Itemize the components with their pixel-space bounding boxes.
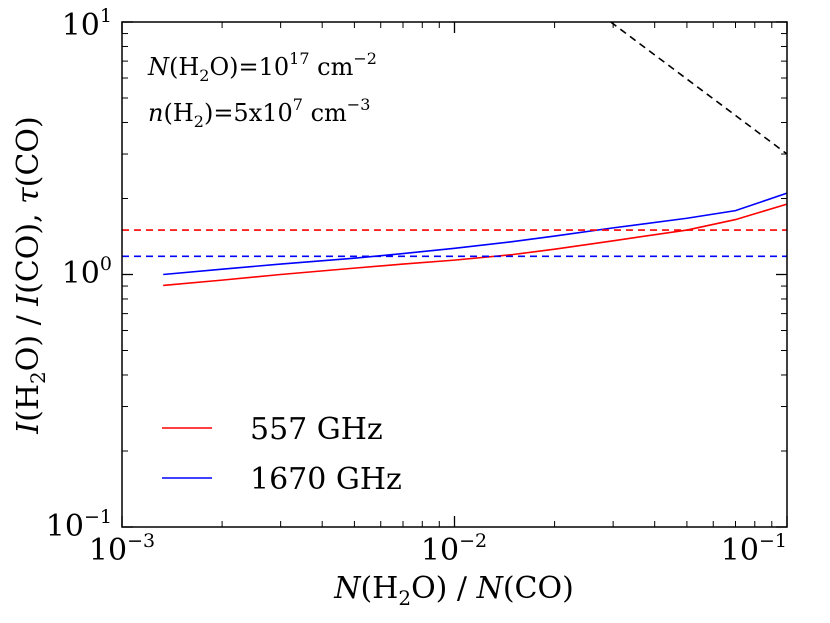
- series-557ghz-line: [163, 203, 788, 287]
- series-1670ghz-line: [163, 192, 788, 276]
- ytick-label-10^0: 100: [62, 253, 112, 291]
- xtick-label-10^-2: 10−2: [421, 530, 487, 568]
- major-ticks: [121, 21, 788, 528]
- y-axis-label: I(H2O) / I(CO), τ(CO): [11, 116, 50, 434]
- legend-label-557: 557 GHz: [250, 412, 383, 447]
- legend: 557 GHz 1670 GHz: [162, 412, 402, 497]
- plot-frame: [121, 21, 788, 528]
- annotation-column-density: N(H2O)=1017 cm−2: [147, 49, 377, 85]
- minor-ticks: [122, 22, 787, 527]
- legend-label-1670: 1670 GHz: [250, 462, 402, 497]
- x-axis-label: N(H2O) / N(CO): [333, 571, 574, 610]
- series-layer: [122, 21, 788, 287]
- ytick-label-10^1: 101: [62, 5, 112, 43]
- annotation-density: n(H2)=5x107 cm−3: [148, 95, 370, 131]
- reference-dashed-line: [610, 21, 788, 155]
- xtick-label-10^-1: 10−1: [721, 530, 787, 568]
- xtick-label-10^-3: 10−3: [89, 530, 155, 568]
